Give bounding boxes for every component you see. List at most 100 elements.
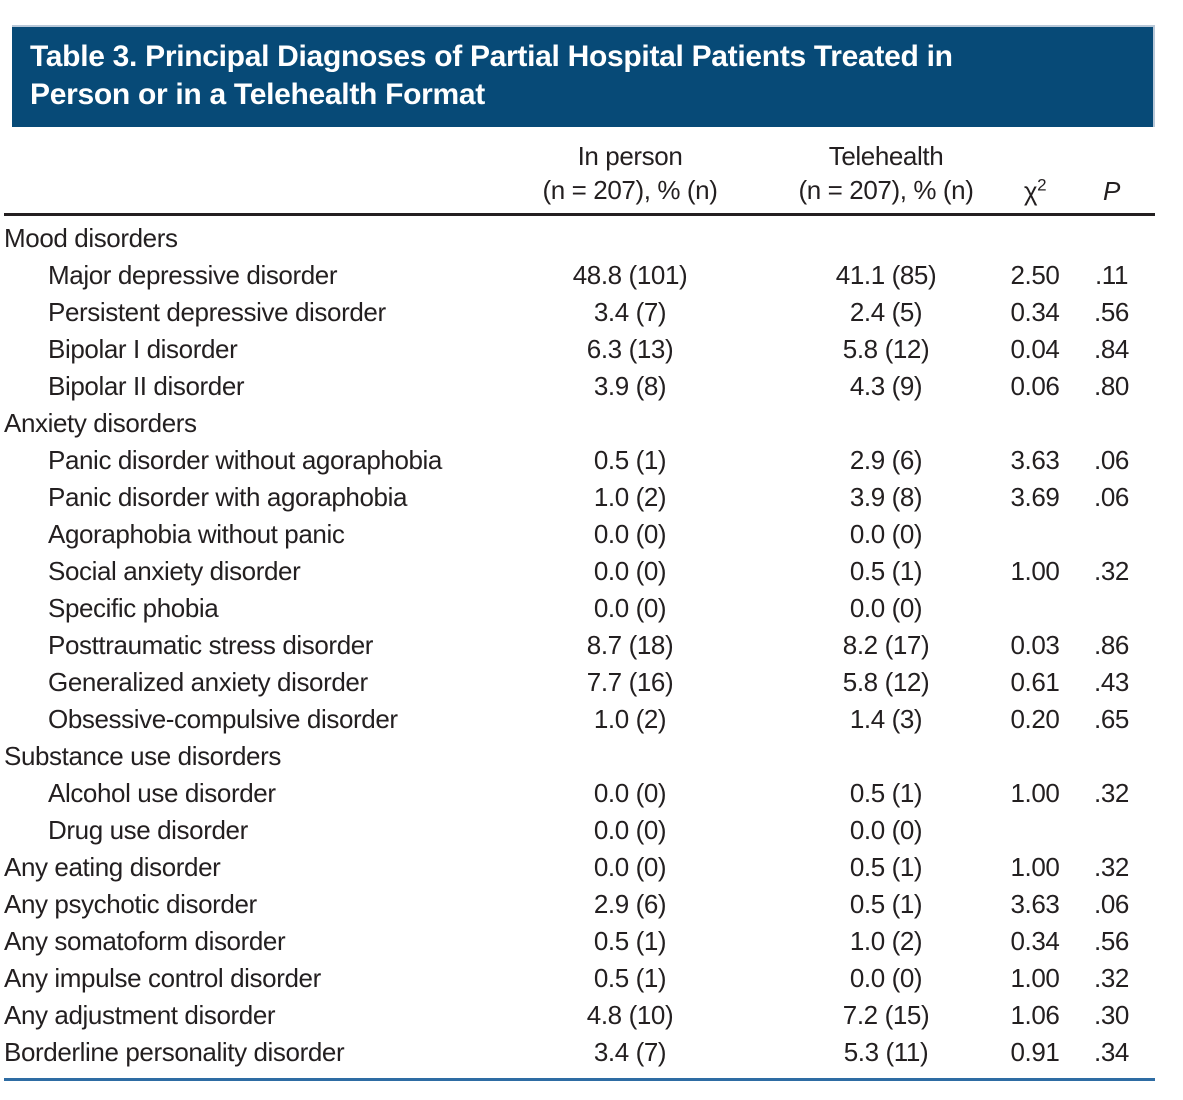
telehealth-value: 0.5 (1) [849, 889, 923, 919]
table-row: Borderline personality disorder 3.4 (7) … [4, 1034, 1155, 1071]
diagnosis-label: Bipolar II disorder [48, 371, 245, 401]
table-row: Panic disorder without agoraphobia 0.5 (… [4, 442, 1155, 479]
table-row: Any eating disorder 0.0 (0) 0.5 (1) 1.00… [4, 849, 1155, 886]
diagnosis-label: Agoraphobia without panic [48, 519, 345, 549]
chi-square-value: 0.03 [1010, 630, 1060, 660]
table-row: Persistent depressive disorder 3.4 (7) 2… [4, 294, 1155, 331]
table-row: Any impulse control disorder 0.5 (1) 0.0… [4, 960, 1155, 997]
in-person-value: 0.5 (1) [593, 963, 667, 993]
p-value: .06 [1094, 445, 1129, 475]
chi-square-value: 1.06 [1010, 1000, 1060, 1030]
chi-square-value: 2.50 [1010, 260, 1060, 290]
table-row: Social anxiety disorder 0.0 (0) 0.5 (1) … [4, 553, 1155, 590]
chi-square-value: 0.04 [1010, 334, 1060, 364]
table-row: Major depressive disorder 48.8 (101) 41.… [4, 257, 1155, 294]
telehealth-value: 41.1 (85) [835, 260, 937, 290]
section-label: Anxiety disorders [4, 408, 197, 438]
table-row: Anxiety disorders [4, 405, 1155, 442]
diagnosis-label: Alcohol use disorder [48, 778, 276, 808]
table-row: Any adjustment disorder 4.8 (10) 7.2 (15… [4, 997, 1155, 1034]
p-value: .56 [1094, 926, 1129, 956]
chi-square-value: 0.34 [1010, 926, 1060, 956]
p-value: .43 [1094, 667, 1129, 697]
in-person-value: 0.0 (0) [593, 852, 667, 882]
telehealth-value: 1.4 (3) [849, 704, 923, 734]
telehealth-value: 5.8 (12) [842, 667, 930, 697]
in-person-value: 0.0 (0) [593, 519, 667, 549]
p-value: .80 [1094, 371, 1129, 401]
p-value: .11 [1094, 260, 1128, 290]
table-title-line1: Table 3. Principal Diagnoses of Partial … [30, 40, 953, 73]
table-row: Specific phobia 0.0 (0) 0.0 (0) [4, 590, 1155, 627]
in-person-header-line2: (n = 207), % (n) [542, 175, 718, 205]
table-row: Mood disorders [4, 220, 1155, 257]
table-title-line2: Person or in a Telehealth Format [30, 78, 485, 111]
chi-square-value: 0.20 [1010, 704, 1060, 734]
diagnosis-label: Any adjustment disorder [4, 1000, 276, 1030]
table-bottom-rule [4, 1078, 1155, 1081]
telehealth-header-line2: (n = 207), % (n) [798, 175, 974, 205]
table-row: Drug use disorder 0.0 (0) 0.0 (0) [4, 812, 1155, 849]
chi-square-value: 0.91 [1010, 1037, 1060, 1067]
table-row: Panic disorder with agoraphobia 1.0 (2) … [4, 479, 1155, 516]
in-person-value: 3.4 (7) [593, 297, 667, 327]
chi-square-value: 0.34 [1010, 297, 1060, 327]
diagnosis-label: Any impulse control disorder [4, 963, 321, 993]
p-value: .30 [1094, 1000, 1129, 1030]
telehealth-value: 3.9 (8) [849, 482, 923, 512]
table-row: Generalized anxiety disorder 7.7 (16) 5.… [4, 664, 1155, 701]
table-header-row: In person (n = 207), % (n) Telehealth (n… [4, 139, 1155, 216]
p-value: .65 [1094, 704, 1129, 734]
in-person-value: 0.0 (0) [593, 815, 667, 845]
telehealth-value: 5.8 (12) [842, 334, 930, 364]
telehealth-value: 0.0 (0) [849, 519, 923, 549]
table-row: Obsessive-compulsive disorder 1.0 (2) 1.… [4, 701, 1155, 738]
table-body: Mood disorders Major depressive disorder… [4, 216, 1155, 1071]
diagnosis-label: Bipolar I disorder [48, 334, 238, 364]
chi-square-value: 1.00 [1010, 963, 1060, 993]
chi-square-value: 1.00 [1010, 556, 1060, 586]
in-person-value: 48.8 (101) [572, 260, 688, 290]
telehealth-value: 4.3 (9) [849, 371, 923, 401]
table-row: Agoraphobia without panic 0.0 (0) 0.0 (0… [4, 516, 1155, 553]
telehealth-value: 2.9 (6) [849, 445, 923, 475]
p-value: .32 [1094, 778, 1129, 808]
telehealth-value: 1.0 (2) [849, 926, 923, 956]
table-row: Any somatoform disorder 0.5 (1) 1.0 (2) … [4, 923, 1155, 960]
chi-square-value: 3.63 [1010, 889, 1060, 919]
telehealth-value: 0.0 (0) [849, 815, 923, 845]
diagnosis-label: Specific phobia [48, 593, 219, 623]
diagnosis-label: Major depressive disorder [48, 260, 338, 290]
in-person-value: 8.7 (18) [586, 630, 674, 660]
diagnosis-label: Any eating disorder [4, 852, 221, 882]
diagnosis-label: Posttraumatic stress disorder [48, 630, 374, 660]
p-value: .06 [1094, 889, 1129, 919]
table-row: Alcohol use disorder 0.0 (0) 0.5 (1) 1.0… [4, 775, 1155, 812]
chi-square-column-header: χ2 [1002, 176, 1068, 207]
diagnosis-label: Generalized anxiety disorder [48, 667, 368, 697]
in-person-header-line1: In person [577, 141, 683, 171]
data-table: In person (n = 207), % (n) Telehealth (n… [4, 139, 1155, 1071]
telehealth-value: 7.2 (15) [842, 1000, 930, 1030]
in-person-value: 1.0 (2) [593, 704, 667, 734]
chi-square-value: 0.06 [1010, 371, 1060, 401]
telehealth-value: 0.5 (1) [849, 778, 923, 808]
telehealth-column-header: Telehealth (n = 207), % (n) [770, 139, 1002, 207]
in-person-value: 0.5 (1) [593, 926, 667, 956]
in-person-value: 0.5 (1) [593, 445, 667, 475]
chi-square-value: 1.00 [1010, 778, 1060, 808]
chi-square-value: 3.69 [1010, 482, 1060, 512]
p-value: .34 [1094, 1037, 1129, 1067]
in-person-value: 2.9 (6) [593, 889, 667, 919]
chi-superscript: 2 [1037, 175, 1047, 195]
telehealth-value: 0.0 (0) [849, 593, 923, 623]
chi-symbol: χ [1023, 176, 1038, 206]
p-value: .56 [1094, 297, 1129, 327]
telehealth-value: 5.3 (11) [843, 1037, 929, 1067]
section-label: Mood disorders [4, 223, 178, 253]
table-row: Bipolar II disorder 3.9 (8) 4.3 (9) 0.06… [4, 368, 1155, 405]
telehealth-value: 8.2 (17) [842, 630, 930, 660]
telehealth-value: 0.5 (1) [849, 852, 923, 882]
diagnosis-label: Borderline personality disorder [4, 1037, 345, 1067]
table-row: Any psychotic disorder 2.9 (6) 0.5 (1) 3… [4, 886, 1155, 923]
